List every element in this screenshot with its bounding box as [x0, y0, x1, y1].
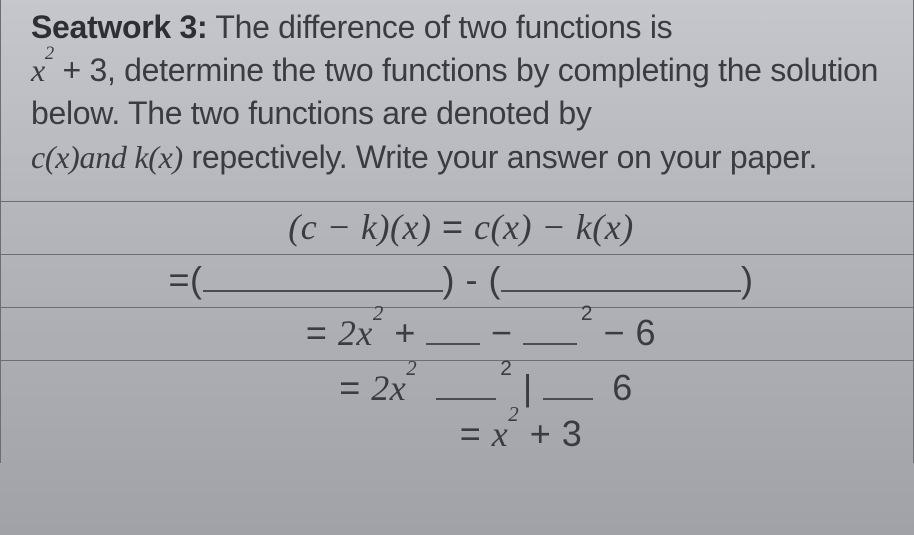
r3-minus: −	[480, 312, 523, 353]
r3-tail: − 6	[593, 312, 656, 353]
work-line-4: = 2x2 2 | 6	[31, 365, 891, 411]
and-word: and	[80, 139, 135, 175]
r2-blank-1	[203, 261, 443, 292]
r3-sup2: 2	[581, 302, 593, 325]
r2-post: )	[741, 259, 754, 300]
r3-2x: 2x	[338, 313, 373, 353]
r4-sup1: 2	[406, 356, 417, 380]
r1-rhs: c(x) − k(x)	[474, 207, 634, 247]
r4-tail: 6	[612, 367, 633, 408]
work-row-3: = 2x2 + − 2 − 6	[0, 308, 914, 361]
r4-sup2: 2	[500, 357, 512, 380]
fn-k: k(x)	[134, 139, 183, 175]
r4-2x: 2x	[371, 368, 406, 408]
worksheet-page: Seatwork 3: The difference of two functi…	[0, 0, 914, 535]
r5-x: x	[492, 414, 508, 454]
prompt-line1a: The difference of two functions is	[207, 9, 672, 45]
r3-sup1: 2	[373, 301, 384, 325]
work-row-4-5: = 2x2 2 | 6 = x2 + 3	[0, 361, 914, 463]
seatwork-title: Seatwork 3:	[31, 9, 207, 45]
r3-blank-2	[523, 314, 577, 345]
expr-sup: 2	[45, 43, 54, 64]
r3-blank-1	[426, 314, 480, 345]
r1-eq: =	[431, 206, 474, 247]
fn-c: c(x)	[31, 139, 80, 175]
prompt-line3: repectively. Write your answer on your p…	[183, 139, 817, 175]
prompt-line2: , determine the two functions by complet…	[31, 52, 878, 131]
work-row-1: (c − k)(x) = c(x) − k(x)	[0, 202, 914, 255]
r4-blank-1	[436, 369, 496, 400]
r3-plus: +	[384, 312, 427, 353]
r2-pre: =(	[169, 259, 203, 300]
prompt-cell: Seatwork 3: The difference of two functi…	[0, 0, 914, 202]
r3-eq: =	[306, 312, 338, 353]
r1-lhs: (c − k)(x)	[288, 207, 431, 247]
r4-eq: =	[339, 367, 371, 408]
expr-x: x	[31, 52, 45, 88]
expr-plus3: + 3	[54, 52, 107, 88]
work-row-2: =( ) - ()	[0, 255, 914, 308]
r2-mid: ) - (	[443, 259, 501, 300]
r5-sup: 2	[508, 402, 519, 426]
work-line-5: = x2 + 3	[31, 411, 891, 457]
r2-blank-2	[501, 261, 741, 292]
r4-blank-2	[543, 369, 593, 400]
r5-eq: =	[460, 413, 492, 454]
r5-tail: + 3	[519, 413, 582, 454]
